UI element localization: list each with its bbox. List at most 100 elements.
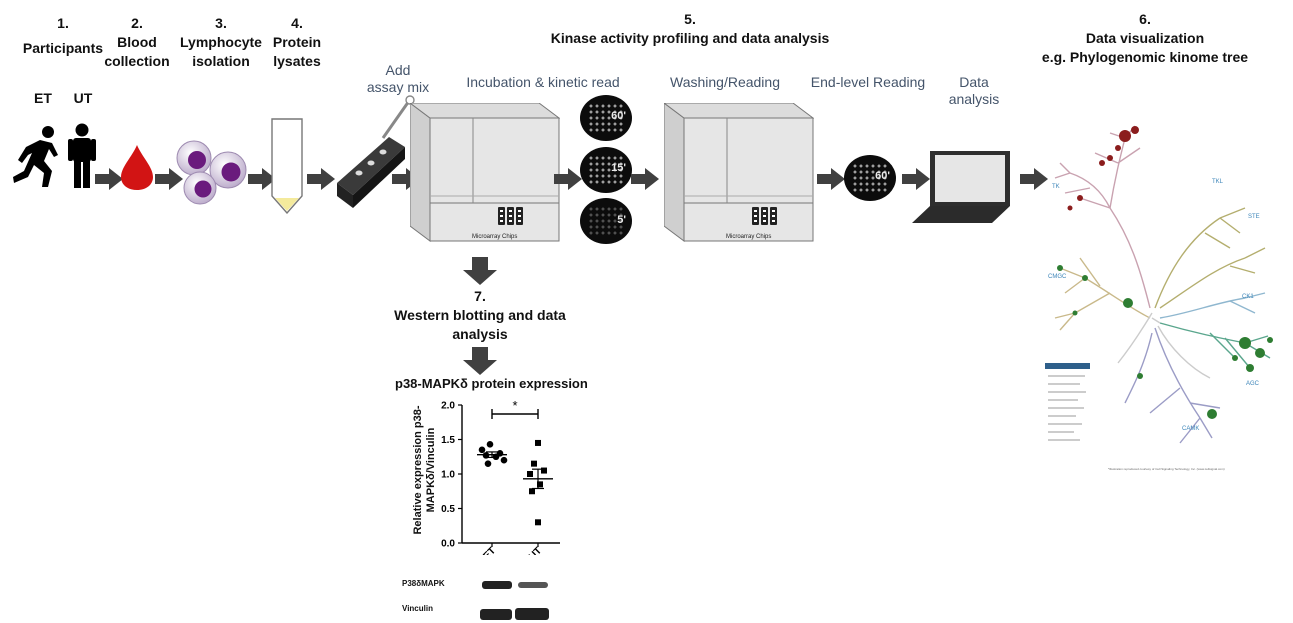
end-level-reading-label: End-level Reading xyxy=(810,74,926,90)
blot-band-vinculin-et xyxy=(480,609,512,620)
step-5-label: Kinase activity profiling and data analy… xyxy=(550,30,830,46)
kinome-group-agc: AGC xyxy=(1246,381,1260,387)
step-6-label-line2: e.g. Phylogenomic kinome tree xyxy=(1041,49,1249,65)
flow-arrow-icon xyxy=(631,168,659,190)
array-image-end-level: 60' xyxy=(844,155,896,201)
x-tick-label: UT xyxy=(527,545,544,555)
step-2-label-line1: Blood xyxy=(117,34,157,50)
incubation-label: Incubation & kinetic read xyxy=(466,74,620,90)
step-5-heading: 5. Kinase activity profiling and data an… xyxy=(530,10,850,48)
step-1-number: 1. xyxy=(57,15,69,31)
step-7-number: 7. xyxy=(474,288,486,304)
data-point-et xyxy=(486,441,494,448)
data-point-ut xyxy=(531,460,537,467)
timepoint-label: 15' xyxy=(611,162,626,174)
flow-arrow-icon xyxy=(307,168,335,190)
timepoint-label: 5' xyxy=(617,214,626,226)
laptop-icon xyxy=(912,151,1010,223)
kinome-credit-text: *Illustration reproduced courtesy of Cel… xyxy=(1108,467,1225,471)
step-3-label-line2: isolation xyxy=(192,53,250,69)
add-assay-mix-label: Add assay mix xyxy=(362,62,434,96)
blot-label-vinculin: Vinculin xyxy=(402,604,433,613)
washing-reading-label: Washing/Reading xyxy=(670,74,780,90)
step-4-number: 4. xyxy=(291,15,303,31)
step-4-heading: 4. Protein lysates xyxy=(262,14,332,71)
step-2-label-line2: collection xyxy=(104,53,170,69)
chart-title: p38-MAPKδ protein expression xyxy=(395,376,588,391)
washing-reader-device xyxy=(664,103,814,242)
array-image-5min: 5' xyxy=(580,198,632,244)
array-image-60min: 60' xyxy=(580,95,632,141)
add-assay-mix-line2: assay mix xyxy=(366,79,430,95)
step-3-number: 3. xyxy=(215,15,227,31)
runner-icon xyxy=(13,126,58,187)
flow-arrow-icon xyxy=(902,168,930,190)
array-image-15min: 15' xyxy=(580,147,632,193)
step-2-number: 2. xyxy=(131,15,143,31)
data-point-et xyxy=(484,460,492,467)
kinome-group-tkl: TKL xyxy=(1212,179,1224,185)
step-7-label-line2: analysis xyxy=(452,326,508,342)
down-arrow-icon xyxy=(463,257,497,285)
array-spots xyxy=(588,206,624,236)
blot-band-p38-et xyxy=(482,581,512,589)
kinome-group-camk: CAMK xyxy=(1182,426,1199,432)
data-point-ut xyxy=(535,519,541,526)
y-tick-label: 2.0 xyxy=(441,401,455,412)
timepoint-label: 60' xyxy=(875,170,890,182)
y-tick-label: 0.0 xyxy=(441,539,455,550)
person-standing-icon xyxy=(68,123,96,188)
add-assay-mix-line1: Add xyxy=(385,62,411,78)
flow-arrow-icon xyxy=(554,168,582,190)
lymphocyte-cells-icon xyxy=(176,140,247,205)
blot-band-p38-ut xyxy=(518,582,548,588)
data-point-et xyxy=(478,446,486,454)
step-1-label: Participants xyxy=(22,40,104,56)
group-et-label: ET xyxy=(34,90,52,106)
incubation-reader-device xyxy=(410,103,560,242)
y-tick-label: 1.0 xyxy=(441,470,455,481)
timepoint-label: 60' xyxy=(611,110,626,122)
kinome-group-cmgc: CMGC xyxy=(1048,274,1067,280)
down-arrow-icon xyxy=(463,347,497,375)
kinome-group-ck1: CK1 xyxy=(1242,294,1254,300)
step-7-label-line1: Western blotting and data xyxy=(394,307,566,323)
step-6-number: 6. xyxy=(1139,11,1151,27)
kinome-group-tk: TK xyxy=(1052,184,1060,190)
scatter-chart: 0.0 0.5 1.0 1.5 2.0 ET UT * xyxy=(441,398,560,555)
data-point-et xyxy=(500,456,508,464)
step-3-heading: 3. Lymphocyte isolation xyxy=(175,14,267,71)
y-tick-label: 0.5 xyxy=(441,504,455,515)
blood-drop-icon xyxy=(121,145,153,190)
flow-arrow-icon xyxy=(1020,168,1048,190)
data-analysis-line2: analysis xyxy=(948,91,1000,107)
step-7-heading: 7. Western blotting and data analysis xyxy=(375,287,585,344)
data-point-ut xyxy=(527,471,533,477)
step-2-heading: 2. Blood collection xyxy=(97,14,177,71)
y-tick-label: 1.5 xyxy=(441,435,455,446)
data-analysis-line1: Data xyxy=(959,74,989,90)
step-4-label-line2: lysates xyxy=(273,53,321,69)
array-spots xyxy=(852,163,888,193)
data-point-ut xyxy=(541,467,547,474)
pipette-plate-icon xyxy=(337,95,415,208)
kinome-tree-image: TK TKL STE CK1 AGC CAMK CMGC xyxy=(1045,125,1273,444)
microarray-chips-label: Microarray Chips xyxy=(726,234,772,240)
array-spots xyxy=(588,103,624,133)
step-6-heading: 6. Data visualization e.g. Phylogenomic … xyxy=(1020,10,1270,67)
flow-arrow-icon xyxy=(95,168,123,190)
step-4-label-line1: Protein xyxy=(272,34,322,50)
blot-label-p38: P38δMAPK xyxy=(402,579,445,588)
step-3-label-line1: Lymphocyte xyxy=(180,34,262,50)
data-point-ut xyxy=(529,488,535,495)
significance-star: * xyxy=(512,398,517,413)
microarray-chips-label: Microarray Chips xyxy=(472,234,518,240)
kinome-group-ste: STE xyxy=(1248,214,1260,220)
data-point-ut xyxy=(537,481,543,488)
step-5-number: 5. xyxy=(684,11,696,27)
step-6-label-line1: Data visualization xyxy=(1085,30,1205,46)
flow-arrow-icon xyxy=(817,168,845,190)
data-point-ut xyxy=(535,439,541,446)
step-1-heading: 1. Participants xyxy=(18,14,108,58)
blot-band-vinculin-ut xyxy=(515,608,549,620)
